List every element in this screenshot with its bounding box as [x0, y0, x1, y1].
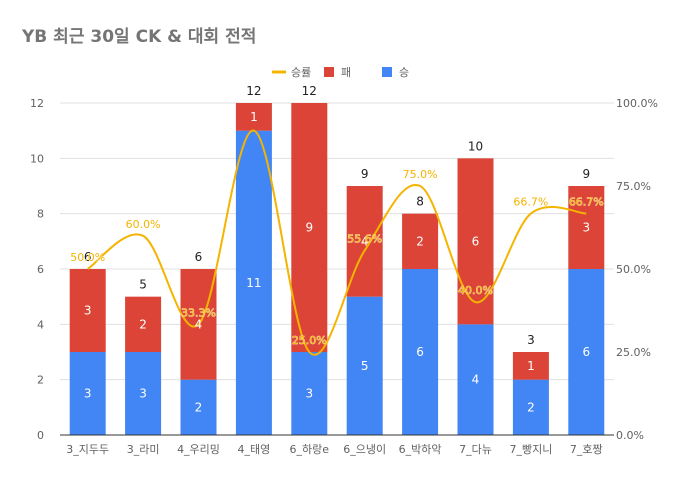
chart-title: YB 최근 30일 CK & 대회 전적 — [22, 27, 257, 47]
bar-win-label: 6 — [582, 345, 590, 359]
y-left-tick-label: 12 — [30, 97, 44, 110]
x-tick-label: 6_하랑e — [290, 442, 330, 456]
bar-win — [402, 269, 439, 435]
y-left-tick-label: 0 — [37, 429, 44, 442]
y-left-tick-label: 8 — [37, 208, 44, 221]
bar-loss-label: 2 — [416, 234, 424, 248]
bar-total-label: 6 — [195, 250, 203, 264]
win-rate-label: 60.0% — [126, 218, 161, 231]
win-rate-label: 66.7% — [569, 196, 604, 209]
x-tick-label: 7_다뉴 — [459, 443, 492, 456]
bar-total-label: 9 — [361, 167, 369, 181]
bar-loss-label: 4 — [361, 234, 369, 248]
win-rate-line — [87, 129, 587, 356]
bar-win-label: 3 — [84, 387, 92, 401]
bar-loss — [402, 213, 439, 269]
win-rate-label: 33.3% — [181, 306, 216, 319]
x-tick-label: 7_빵지니 — [509, 443, 552, 456]
bar-total-label: 9 — [582, 167, 590, 181]
win-rate-label: 40.0% — [458, 284, 493, 297]
bar-win — [125, 352, 162, 435]
y-right-tick-label: 75.0% — [616, 180, 651, 193]
bar-win-label: 3 — [139, 387, 147, 401]
bar-loss — [235, 103, 272, 131]
x-tick-label: 3_지두두 — [66, 443, 109, 456]
bar-total-label: 3 — [527, 333, 535, 347]
x-tick-label: 3_라미 — [127, 443, 160, 456]
y-right-tick-label: 50.0% — [616, 263, 651, 276]
bar-loss-label: 1 — [250, 110, 258, 124]
bar-total-label: 12 — [246, 84, 261, 98]
x-tick-label: 4_우리밍 — [177, 443, 220, 456]
win-rate-label: 55.6% — [347, 232, 382, 245]
legend-label: 승률 — [291, 66, 311, 79]
legend-label: 승 — [399, 66, 409, 79]
bar-win — [512, 379, 549, 435]
bar-win — [457, 324, 494, 435]
bar-win-label: 4 — [472, 373, 480, 387]
bar-win — [291, 352, 328, 435]
legend-swatch-box — [382, 67, 392, 77]
win-rate-label: 25.0% — [292, 334, 327, 347]
y-right-tick-label: 100.0% — [616, 97, 658, 110]
y-right-tick-label: 0.0% — [616, 429, 644, 442]
bar-win — [346, 296, 383, 435]
bar-win — [235, 130, 272, 435]
bar-win — [568, 269, 605, 435]
bar-total-label: 12 — [302, 84, 317, 98]
bar-total-label: 8 — [416, 195, 424, 209]
bar-win-label: 5 — [361, 359, 369, 373]
x-tick-label: 7_호짱 — [570, 443, 603, 456]
bar-total-label: 6 — [84, 250, 92, 264]
y-left-tick-label: 6 — [37, 263, 44, 276]
bar-loss — [69, 269, 106, 352]
bar-total-label: 5 — [139, 278, 147, 292]
x-tick-label: 4_태영 — [238, 443, 271, 456]
bar-loss-label: 6 — [472, 234, 480, 248]
bar-loss-label: 2 — [139, 317, 147, 331]
bar-loss-label: 9 — [305, 221, 313, 235]
y-left-tick-label: 10 — [30, 152, 44, 165]
x-tick-label: 6_으냉이 — [343, 443, 386, 456]
y-left-tick-label: 4 — [37, 318, 44, 331]
bar-loss-label: 4 — [195, 317, 203, 331]
legend-swatch-box — [324, 67, 334, 77]
bar-win-label: 6 — [416, 345, 424, 359]
bar-win-label: 11 — [246, 276, 261, 290]
bar-loss — [512, 352, 549, 380]
bar-total-label: 10 — [468, 139, 483, 153]
bar-win-label: 3 — [305, 387, 313, 401]
bar-loss — [125, 296, 162, 352]
bar-loss-label: 3 — [582, 221, 590, 235]
bar-loss — [568, 186, 605, 269]
y-left-tick-label: 2 — [37, 374, 44, 387]
x-tick-label: 6_박하악 — [399, 442, 442, 456]
bar-loss-label: 1 — [527, 359, 535, 373]
legend-label: 패 — [341, 66, 351, 79]
bar-win-label: 2 — [527, 400, 535, 414]
bar-win-label: 2 — [195, 400, 203, 414]
bar-loss — [457, 158, 494, 325]
win-rate-label: 66.7% — [513, 196, 548, 209]
bar-win — [180, 379, 217, 435]
win-rate-label: 75.0% — [403, 168, 438, 181]
y-right-tick-label: 25.0% — [616, 346, 651, 359]
bar-loss — [291, 103, 328, 352]
win-rate-label: 50.0% — [70, 251, 105, 264]
bar-win — [69, 352, 106, 435]
bar-loss-label: 3 — [84, 304, 92, 318]
